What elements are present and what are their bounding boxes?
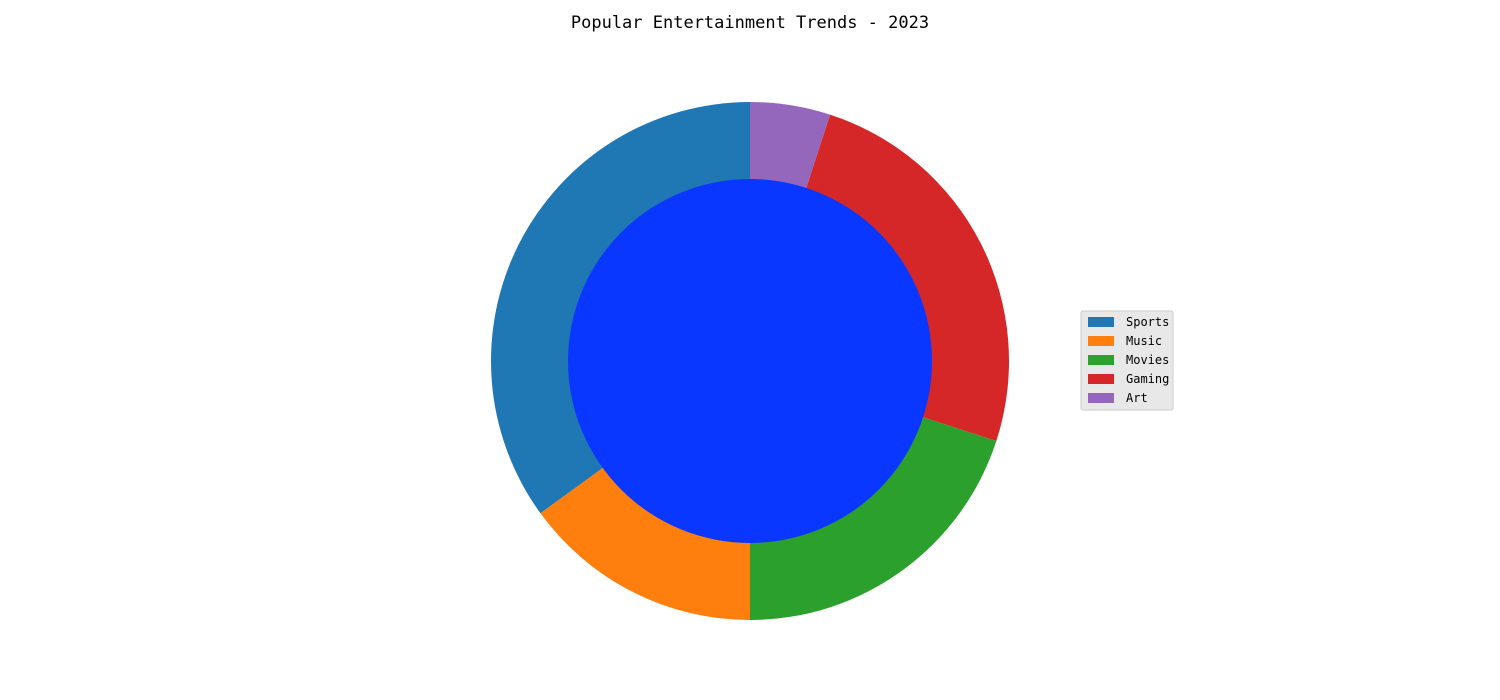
legend-swatch-movies (1088, 355, 1114, 365)
legend-swatch-gaming (1088, 374, 1114, 384)
chart-title: Popular Entertainment Trends - 2023 (571, 13, 929, 33)
legend-label-music: Music (1126, 334, 1162, 348)
chart-legend: Sports Music Movies Gaming Art (1080, 310, 1174, 411)
legend-label-art: Art (1126, 391, 1148, 405)
legend-label-movies: Movies (1126, 353, 1169, 367)
legend-label-gaming: Gaming (1126, 372, 1169, 386)
legend-swatch-sports (1088, 317, 1114, 327)
legend-swatch-art (1088, 393, 1114, 403)
legend-label-sports: Sports (1126, 315, 1169, 329)
donut-center (568, 179, 932, 543)
legend-swatch-music (1088, 336, 1114, 346)
legend-frame (1080, 310, 1174, 411)
